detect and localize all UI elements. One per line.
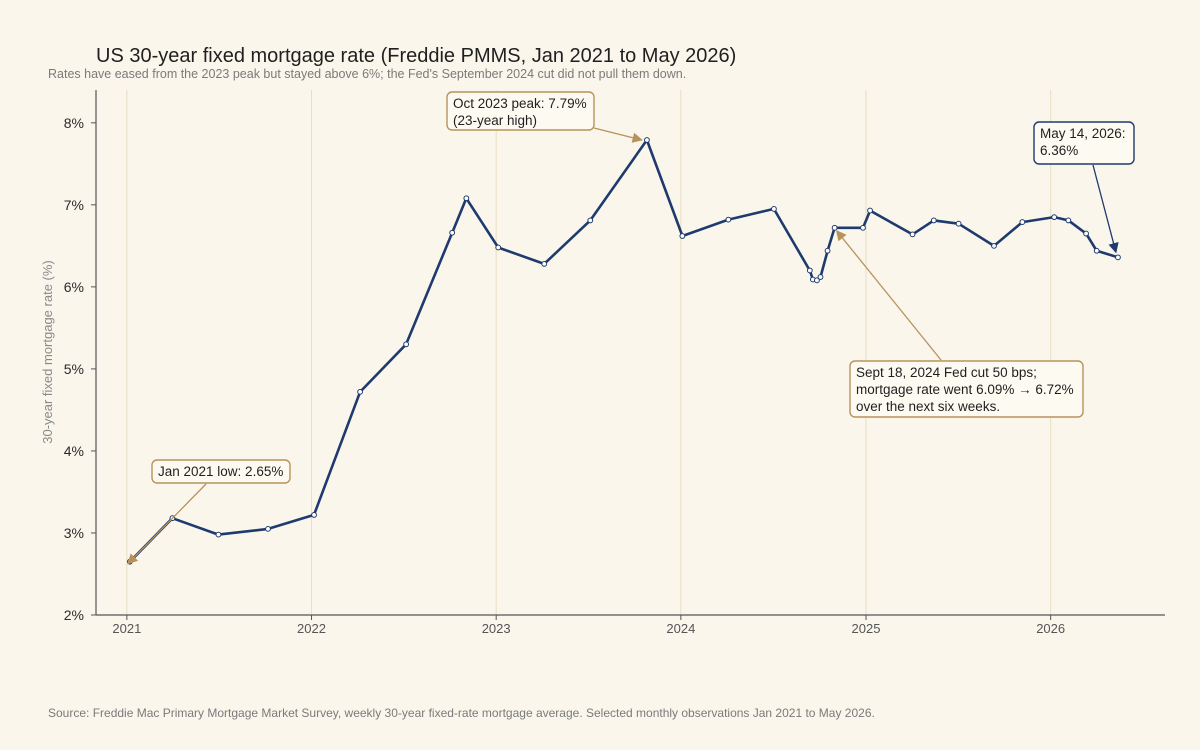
x-tick-label: 2024 <box>666 621 695 636</box>
annotation-text-peak: (23-year high) <box>453 113 537 128</box>
data-point <box>1115 254 1121 261</box>
annotation-box-cut <box>849 360 1084 418</box>
annotations: Jan 2021 low: 2.65% Oct 2023 peak: 7.79% (… <box>127 91 1135 565</box>
annotation-text-latest: 6.36% <box>1040 143 1078 158</box>
y-tick-label: 7% <box>64 197 84 213</box>
annotation-text-low: Jan 2021 low: 2.65% <box>158 464 283 479</box>
data-point <box>725 216 732 223</box>
annotation-text-peak: Oct 2023 peak: 7.79% <box>453 96 587 111</box>
annotation-box-peak <box>446 91 595 131</box>
annotation-text-cut: Sept 18, 2024 Fed cut 50 bps; <box>856 365 1037 380</box>
chart-title: US 30-year fixed mortgage rate (Freddie … <box>96 45 737 67</box>
y-tick-label: 2% <box>64 607 84 623</box>
data-point <box>867 207 873 214</box>
y-tick-label: 8% <box>64 115 84 131</box>
data-point <box>930 217 937 224</box>
data-point <box>824 247 831 254</box>
data-point <box>541 261 548 267</box>
annotation-arrow-low <box>127 483 207 565</box>
data-point <box>1093 247 1100 254</box>
y-tick-label: 6% <box>64 279 84 295</box>
data-point <box>311 512 317 518</box>
data-point <box>463 195 470 202</box>
data-point <box>771 206 777 212</box>
data-point <box>679 233 686 239</box>
x-tick-label: 2021 <box>112 621 141 636</box>
annotation-box-latest <box>1033 121 1135 165</box>
axes: 2021 2022 2023 2024 2025 2026 2% 3% 4% 5% 6% 7% 8% <box>64 90 1165 636</box>
annotation-text-cut: over the next six weeks. <box>856 399 1000 414</box>
data-point <box>806 267 813 274</box>
data-point <box>955 220 962 227</box>
x-tick-label: 2026 <box>1036 621 1065 636</box>
data-point <box>1065 217 1072 224</box>
annotation-text-cut: mortgage rate went 6.09% → 6.72% <box>856 382 1074 397</box>
data-point <box>215 531 222 538</box>
data-point <box>644 137 650 143</box>
data-point <box>991 242 997 249</box>
y-tick-label: 3% <box>64 525 84 541</box>
data-point <box>357 388 363 395</box>
y-tick-label: 5% <box>64 361 84 377</box>
data-point <box>265 525 271 532</box>
data-point <box>831 224 838 231</box>
series-line <box>128 138 1120 563</box>
data-point <box>817 274 824 280</box>
chart-subtitle: Rates have eased from the 2023 peak but … <box>48 67 687 81</box>
data-point <box>587 217 594 224</box>
annotation-text-latest: May 14, 2026: <box>1040 126 1126 141</box>
data-point <box>1019 219 1026 225</box>
annotation-arrow-cut <box>835 230 942 361</box>
data-point <box>860 224 866 231</box>
x-tick-label: 2025 <box>852 621 881 636</box>
series <box>126 137 1121 565</box>
data-point <box>403 341 410 348</box>
grid <box>126 90 1052 615</box>
data-point <box>495 244 502 251</box>
x-tick-label: 2023 <box>482 621 511 636</box>
data-point <box>449 229 456 236</box>
data-point <box>909 231 916 238</box>
data-point <box>1083 230 1089 237</box>
annotation-arrow-peak <box>593 127 643 143</box>
data-point <box>1051 214 1058 221</box>
annotation-arrow-latest <box>1092 164 1119 254</box>
source-note: Source: Freddie Mac Primary Mortgage Mar… <box>48 706 875 720</box>
y-axis-label: 30-year fixed mortgage rate (%) <box>40 260 55 444</box>
y-tick-label: 4% <box>64 443 84 459</box>
data-point <box>814 277 820 284</box>
annotation-box-low <box>151 459 291 484</box>
x-tick-label: 2022 <box>297 621 326 636</box>
